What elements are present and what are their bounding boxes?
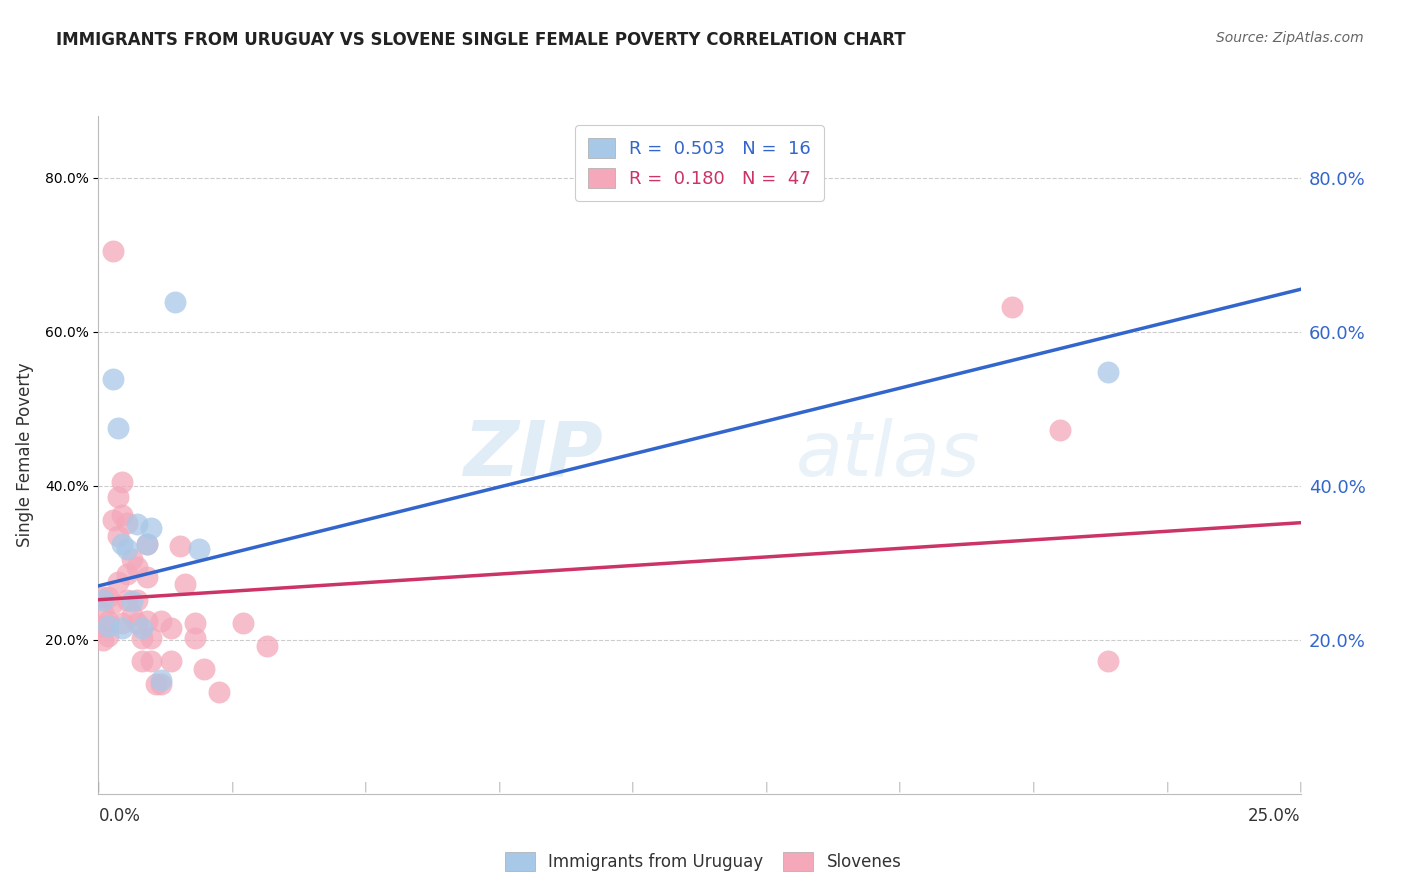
Point	[135, 536, 157, 550]
Text: 25.0%: 25.0%	[1249, 807, 1301, 825]
Text: |: |	[1166, 781, 1168, 792]
Point	[107, 574, 129, 589]
Point	[117, 592, 139, 607]
Point	[131, 621, 153, 635]
Point	[125, 559, 148, 574]
Point	[91, 619, 114, 633]
Text: |: |	[631, 781, 634, 792]
Point	[111, 536, 134, 550]
Point	[91, 592, 114, 607]
Point	[165, 295, 187, 310]
Point	[193, 662, 215, 676]
Text: |: |	[1032, 781, 1035, 792]
Text: 0.0%: 0.0%	[98, 807, 141, 825]
Point	[97, 629, 120, 643]
Point	[111, 475, 134, 489]
Point	[174, 577, 197, 591]
Point	[107, 421, 129, 435]
Point	[91, 591, 114, 605]
Point	[107, 490, 129, 504]
Text: |: |	[498, 781, 501, 792]
Point	[91, 632, 114, 647]
Text: |: |	[364, 781, 367, 792]
Text: Source: ZipAtlas.com: Source: ZipAtlas.com	[1216, 31, 1364, 45]
Legend: R =  0.503   N =  16, R =  0.180   N =  47: R = 0.503 N = 16, R = 0.180 N = 47	[575, 125, 824, 201]
Point	[135, 569, 157, 583]
Point	[256, 639, 278, 653]
Point	[145, 677, 167, 691]
Point	[121, 552, 143, 566]
Point	[101, 596, 124, 610]
Point	[117, 541, 139, 556]
Point	[107, 529, 129, 543]
Point	[131, 654, 153, 668]
Point	[97, 614, 120, 628]
Point	[1001, 300, 1024, 314]
Text: |: |	[765, 781, 768, 792]
Point	[169, 539, 191, 553]
Y-axis label: Single Female Poverty: Single Female Poverty	[15, 363, 34, 547]
Legend: Immigrants from Uruguay, Slovenes: Immigrants from Uruguay, Slovenes	[496, 843, 910, 880]
Point	[159, 654, 181, 668]
Point	[135, 536, 157, 550]
Text: ZIP: ZIP	[464, 418, 603, 491]
Text: IMMIGRANTS FROM URUGUAY VS SLOVENE SINGLE FEMALE POVERTY CORRELATION CHART: IMMIGRANTS FROM URUGUAY VS SLOVENE SINGL…	[56, 31, 905, 49]
Point	[131, 632, 153, 646]
Point	[149, 673, 172, 687]
Point	[117, 516, 139, 530]
Text: |: |	[231, 781, 233, 792]
Text: |: |	[97, 781, 100, 792]
Text: |: |	[898, 781, 901, 792]
Point	[97, 619, 120, 633]
Point	[125, 517, 148, 532]
Point	[91, 606, 114, 620]
Point	[117, 567, 139, 582]
Point	[183, 615, 205, 630]
Point	[159, 621, 181, 635]
Point	[232, 615, 254, 630]
Text: atlas: atlas	[796, 418, 980, 491]
Point	[111, 621, 134, 635]
Point	[141, 521, 163, 535]
Point	[101, 372, 124, 386]
Point	[183, 632, 205, 646]
Point	[208, 685, 231, 699]
Point	[125, 592, 148, 607]
Point	[149, 614, 172, 628]
Point	[141, 632, 163, 646]
Point	[188, 541, 211, 556]
Point	[97, 591, 120, 605]
Point	[101, 244, 124, 258]
Point	[125, 615, 148, 630]
Point	[121, 594, 143, 608]
Point	[1097, 654, 1119, 668]
Text: |: |	[1299, 781, 1302, 792]
Point	[135, 614, 157, 628]
Point	[149, 677, 172, 691]
Point	[111, 508, 134, 522]
Point	[1049, 423, 1071, 437]
Point	[141, 654, 163, 668]
Point	[1097, 365, 1119, 379]
Point	[111, 615, 134, 630]
Point	[101, 513, 124, 527]
Point	[121, 608, 143, 623]
